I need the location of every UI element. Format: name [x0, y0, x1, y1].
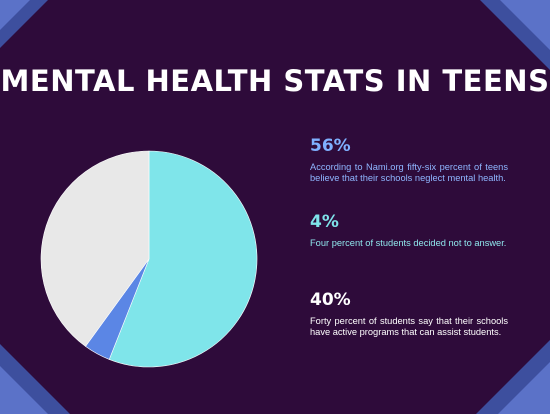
pie-slice-neglect [108, 150, 258, 368]
corner-stripe-bottom-right-inner [498, 362, 550, 414]
stat-block-4: 4% Four percent of students decided not … [310, 212, 508, 249]
corner-stripe-top-left-inner [0, 0, 30, 30]
stat-description: Four percent of students decided not to … [310, 238, 507, 248]
corner-stripe-bottom-left-inner [0, 366, 48, 414]
stat-block-40: 40% Forty percent of students say that t… [310, 290, 508, 339]
stat-value: 4% [310, 212, 339, 232]
stat-description: According to Nami.org fifty-six percent … [310, 162, 508, 184]
stat-block-56: 56% According to Nami.org fifty-six perc… [310, 136, 508, 185]
stat-description: Forty percent of students say that their… [310, 316, 508, 338]
stat-value: 40% [310, 290, 351, 310]
page-title: MENTAL HEALTH STATS IN TEENS [0, 64, 550, 98]
stat-value: 56% [310, 136, 351, 156]
corner-stripe-top-right-inner [500, 0, 550, 50]
pie-slice-active-programs [40, 150, 150, 347]
pie-chart [40, 150, 258, 368]
